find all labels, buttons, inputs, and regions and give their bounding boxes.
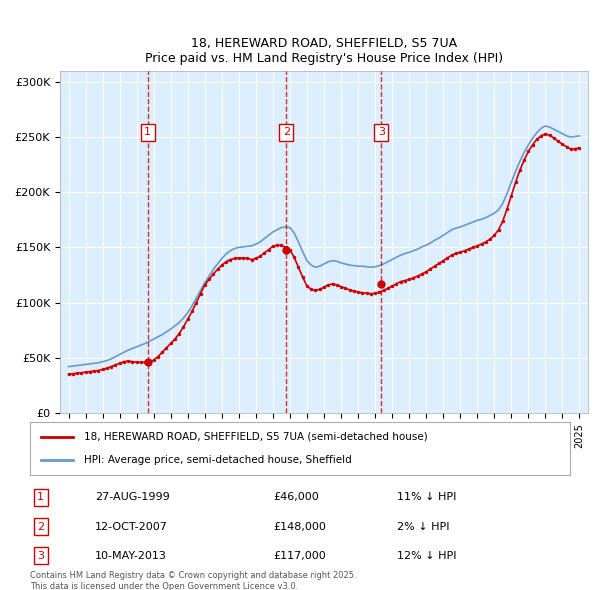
Text: HPI: Average price, semi-detached house, Sheffield: HPI: Average price, semi-detached house,… [84,455,352,465]
Text: 2: 2 [37,522,44,532]
Text: 1: 1 [144,127,151,137]
Text: 1: 1 [37,493,44,503]
Text: 10-MAY-2013: 10-MAY-2013 [95,551,167,561]
Text: 12% ↓ HPI: 12% ↓ HPI [397,551,457,561]
Text: £46,000: £46,000 [273,493,319,503]
Text: Contains HM Land Registry data © Crown copyright and database right 2025.
This d: Contains HM Land Registry data © Crown c… [30,571,356,590]
Text: 18, HEREWARD ROAD, SHEFFIELD, S5 7UA (semi-detached house): 18, HEREWARD ROAD, SHEFFIELD, S5 7UA (se… [84,432,428,442]
Text: 3: 3 [378,127,385,137]
Text: £148,000: £148,000 [273,522,326,532]
Text: 12-OCT-2007: 12-OCT-2007 [95,522,167,532]
Text: 2: 2 [283,127,290,137]
Title: 18, HEREWARD ROAD, SHEFFIELD, S5 7UA
Price paid vs. HM Land Registry's House Pri: 18, HEREWARD ROAD, SHEFFIELD, S5 7UA Pri… [145,38,503,65]
Text: 3: 3 [37,551,44,561]
Text: £117,000: £117,000 [273,551,326,561]
FancyBboxPatch shape [30,422,570,475]
Text: 11% ↓ HPI: 11% ↓ HPI [397,493,457,503]
Text: 27-AUG-1999: 27-AUG-1999 [95,493,170,503]
Text: 2% ↓ HPI: 2% ↓ HPI [397,522,450,532]
